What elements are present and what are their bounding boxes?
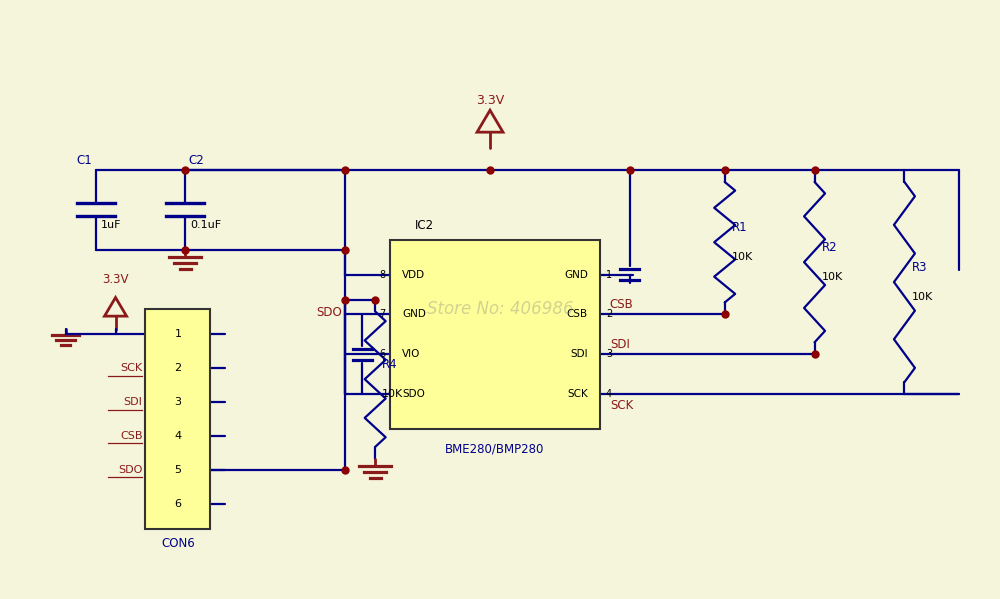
Text: SDO: SDO bbox=[316, 307, 342, 319]
Text: SDI: SDI bbox=[124, 397, 142, 407]
Text: 6: 6 bbox=[379, 349, 385, 359]
Text: SDO: SDO bbox=[118, 465, 142, 475]
Text: 3: 3 bbox=[174, 397, 181, 407]
Text: GND: GND bbox=[402, 310, 426, 319]
Text: SDI: SDI bbox=[610, 338, 630, 351]
Text: C1: C1 bbox=[77, 154, 93, 167]
Text: 3.3V: 3.3V bbox=[102, 273, 129, 286]
Text: 4: 4 bbox=[606, 389, 612, 399]
Text: VDD: VDD bbox=[402, 270, 425, 280]
Text: 2: 2 bbox=[606, 310, 612, 319]
Text: SDO: SDO bbox=[402, 389, 425, 399]
Text: GND: GND bbox=[564, 270, 588, 280]
Text: 6: 6 bbox=[174, 499, 181, 509]
Text: 0.1uF: 0.1uF bbox=[190, 220, 222, 230]
Text: VIO: VIO bbox=[402, 349, 421, 359]
Text: 10K: 10K bbox=[382, 389, 403, 399]
Text: Store No: 406986: Store No: 406986 bbox=[427, 301, 573, 319]
Text: R4: R4 bbox=[382, 358, 398, 371]
Bar bbox=[390, 240, 600, 429]
Text: CSB: CSB bbox=[120, 431, 142, 441]
Text: SDI: SDI bbox=[570, 349, 588, 359]
Text: 3.3V: 3.3V bbox=[476, 94, 504, 107]
Text: CON6: CON6 bbox=[161, 537, 195, 550]
Text: SCK: SCK bbox=[567, 389, 588, 399]
Text: 5: 5 bbox=[174, 465, 181, 475]
Text: SCK: SCK bbox=[120, 363, 142, 373]
Text: C2: C2 bbox=[188, 154, 204, 167]
Text: R3: R3 bbox=[911, 261, 927, 274]
Text: R2: R2 bbox=[822, 241, 837, 254]
Text: IC2: IC2 bbox=[415, 219, 434, 232]
Text: 1uF: 1uF bbox=[101, 220, 121, 230]
Text: BME280/BMP280: BME280/BMP280 bbox=[445, 443, 545, 455]
Text: SCK: SCK bbox=[610, 399, 633, 412]
Text: 3: 3 bbox=[606, 349, 612, 359]
Text: 1: 1 bbox=[174, 329, 181, 340]
Text: 4: 4 bbox=[174, 431, 182, 441]
Text: 1: 1 bbox=[606, 270, 612, 280]
Bar bbox=[145, 310, 210, 528]
Text: 10K: 10K bbox=[822, 272, 843, 282]
Text: 2: 2 bbox=[174, 363, 182, 373]
Text: 10K: 10K bbox=[732, 252, 753, 262]
Text: CSB: CSB bbox=[610, 298, 634, 311]
Text: CSB: CSB bbox=[567, 310, 588, 319]
Text: 8: 8 bbox=[379, 270, 385, 280]
Text: 10K: 10K bbox=[911, 292, 933, 302]
Text: R1: R1 bbox=[732, 221, 747, 234]
Text: 7: 7 bbox=[379, 310, 385, 319]
